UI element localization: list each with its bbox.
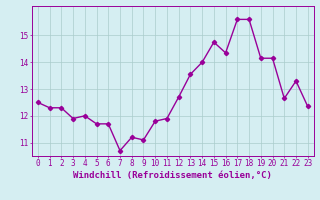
X-axis label: Windchill (Refroidissement éolien,°C): Windchill (Refroidissement éolien,°C) [73, 171, 272, 180]
